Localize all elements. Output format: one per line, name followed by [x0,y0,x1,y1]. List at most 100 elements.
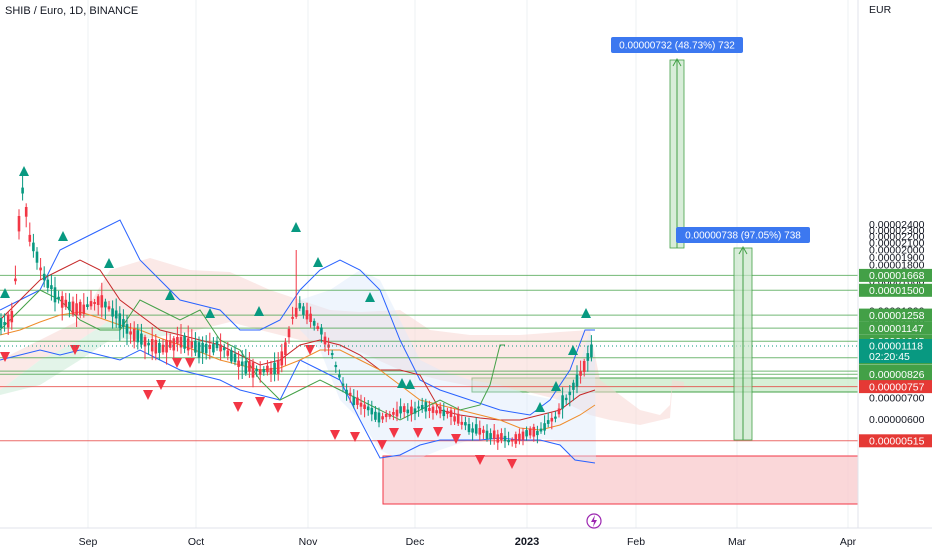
candle-body [96,296,100,305]
price-tick-label: 0.00002400 [869,219,925,231]
candle-body [572,382,575,390]
price-level-label-bg [859,308,932,322]
candle-body [435,410,438,414]
candle-body [485,430,489,439]
candle-body [438,406,442,414]
candle-body [363,404,366,409]
candle-body [366,406,370,411]
measurement-label-2: 0.00000738 (97.05%) 738 [676,227,810,243]
lightning-icon[interactable] [586,513,602,529]
time-axis[interactable]: Sep Oct Nov Dec 2023 Feb Mar Apr [0,527,932,550]
price-tick-label: 0.00002300 [869,225,925,237]
candle-body [464,422,467,426]
buy-signal-marker [581,308,591,318]
candle-body [442,409,446,417]
candle-body [24,207,28,217]
candle-body [320,327,323,335]
buy-signal-marker [205,308,215,318]
sell-signal-marker [172,358,182,368]
sell-signal-marker [330,430,340,440]
bollinger-upper [0,219,595,416]
candle-body [161,344,165,353]
measurement-label-2-text: 0.00000738 (97.05%) 738 [685,231,801,242]
candle-body [590,344,593,358]
sell-signal-marker [389,428,399,438]
candle-body [582,361,586,372]
time-tick-label: Dec [406,536,425,548]
time-tick-label: 2023 [515,536,539,548]
sell-signal-marker [156,380,166,390]
vertical-grid [87,0,849,528]
sell-signal-marker [0,352,10,362]
price-level-label-bg [859,321,932,335]
sell-signal-marker [305,345,315,355]
candle-body [57,296,60,300]
candle-body [374,411,377,420]
candle-body [154,339,158,354]
buy-signal-marker [165,290,175,300]
time-tick-label: Nov [299,536,318,548]
candle-body [93,302,96,304]
lagging-span-green [0,289,505,421]
price-axis[interactable]: EUR 0.000024000.000023000.000022000.0000… [857,0,932,528]
sell-signal-marker [143,390,153,400]
candle-body [104,301,107,308]
candle-body [244,361,248,374]
candle-body [521,431,525,440]
candle-body [3,322,6,326]
candle-body [557,408,561,415]
candle-body [150,339,154,352]
candle-body [75,303,78,316]
sell-signal-marker [451,434,461,444]
time-tick-label: Sep [79,536,98,548]
sell-signal-marker [413,428,423,438]
price-level-label-bg [859,268,932,282]
candle-body [510,439,514,442]
candle-body [341,383,345,386]
candle-body [377,412,381,423]
candle-body [172,338,176,351]
candle-body [330,353,334,356]
candle-body [140,333,143,345]
candle-body [406,409,410,414]
candle-body [431,406,435,413]
price-tick-label: 0.00002100 [869,238,925,250]
buy-signal-marker [58,231,68,241]
measurement-tool-1 [669,57,685,249]
candle-body [258,369,262,375]
candle-body [179,336,183,348]
candle-body [525,430,528,437]
candle-body [21,187,24,194]
candle-body [82,304,86,315]
candle-body [222,347,226,351]
indicator-lines [0,219,596,464]
candle-body [50,285,53,289]
candle-body [262,369,266,373]
candle-body [132,328,136,342]
sell-signal-marker [433,427,443,437]
buy-signals [0,166,591,412]
candle-body [64,299,68,307]
candle-body [17,216,21,232]
buy-signal-marker [0,288,10,298]
candle-body [316,326,320,329]
candle-body [392,412,395,415]
candle-body [208,345,212,349]
price-tick-label: 0.00001900 [869,252,925,264]
price-level-label: 0.00001668 [869,270,925,282]
candle-body [183,335,186,349]
candle-body [561,395,564,409]
candle-body [39,267,42,271]
candle-body [446,410,449,414]
candle-body [118,313,122,329]
sell-signal-marker [70,345,80,355]
candle-body [143,337,147,347]
candle-body [395,409,399,417]
current-price-label: 0.00001118 02:20:45 [859,339,932,363]
candle-body [460,421,464,425]
candle-body [280,351,284,366]
time-ticks: Sep Oct Nov Dec 2023 Feb Mar Apr [79,536,857,548]
candle-body [230,350,233,362]
candle-body [68,301,71,311]
buy-signal-marker [104,258,114,268]
